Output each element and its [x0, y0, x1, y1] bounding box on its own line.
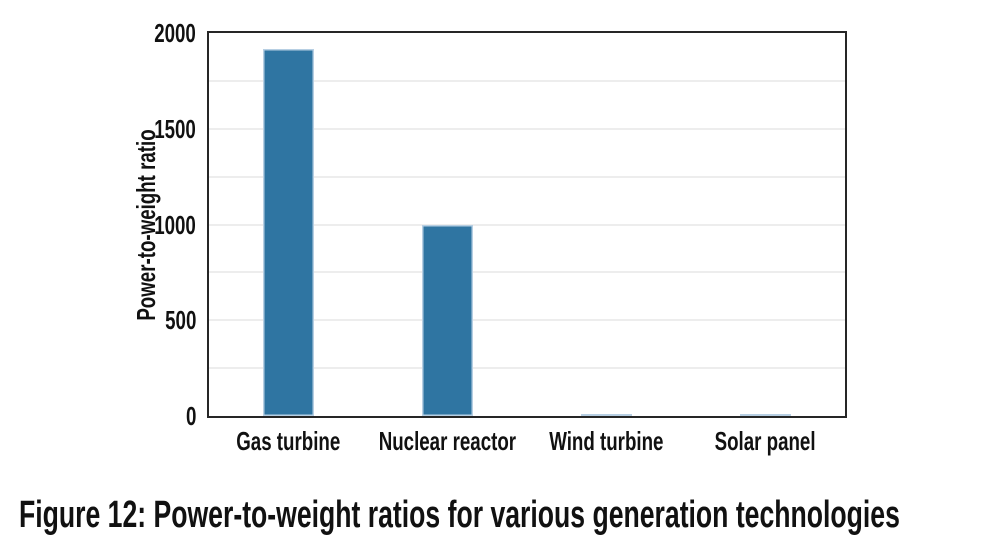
figure-caption: Figure 12: Power-to-weight ratios for va… — [19, 494, 998, 536]
gridline-250 — [209, 367, 845, 370]
plot-area — [207, 31, 847, 418]
x-tick-label-wind-turbine: Wind turbine — [549, 426, 664, 456]
gridline-1000 — [209, 223, 845, 226]
x-tick-label-gas-turbine: Gas turbine — [236, 426, 341, 456]
y-tick-label-1500: 1500 — [154, 113, 196, 144]
x-tick-label-solar-panel: Solar panel — [715, 426, 816, 456]
bar-nuclear-reactor — [422, 224, 473, 416]
gridline-750 — [209, 271, 845, 274]
y-tick-label-0: 0 — [185, 401, 196, 431]
gridline-1500 — [209, 127, 845, 130]
bar-gas-turbine — [263, 49, 314, 416]
figure-caption-text: Figure 12: Power-to-weight ratios for va… — [19, 494, 900, 536]
y-tick-label-500: 500 — [164, 305, 196, 336]
bar-solar-panel — [740, 414, 791, 416]
y-tick-label-1000: 1000 — [154, 209, 196, 240]
y-tick-label-2000: 2000 — [154, 18, 196, 48]
bar-wind-turbine — [581, 414, 632, 416]
x-tick-label-nuclear-reactor: Nuclear reactor — [378, 426, 517, 456]
gridline-1750 — [209, 79, 845, 82]
gridline-1250 — [209, 175, 845, 178]
gridline-500 — [209, 319, 845, 322]
